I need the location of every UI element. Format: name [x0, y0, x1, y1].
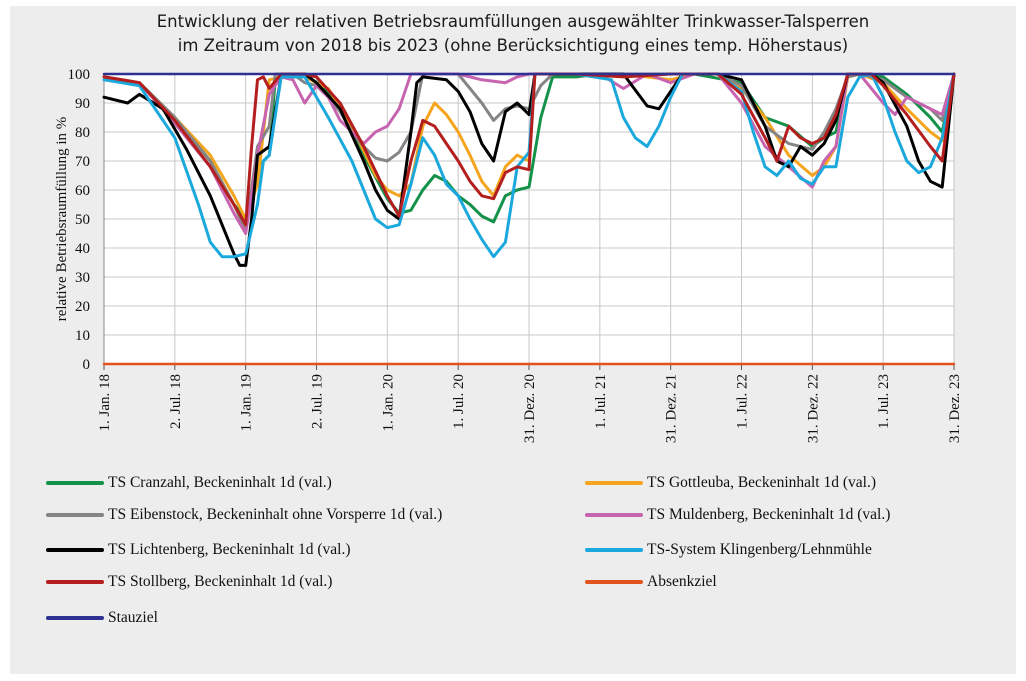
chart-title: Entwicklung der relativen Betriebsraumfü…: [10, 10, 1016, 58]
y-tick-label: 30: [75, 270, 90, 286]
y-tick-label: 90: [75, 96, 90, 112]
x-tick-label: 1. Jan. 20: [380, 374, 396, 432]
legend-item: Absenkziel: [585, 572, 717, 592]
legend-item: TS Eibenstock, Beckeninhalt ohne Vorsper…: [46, 505, 442, 525]
x-tick-label: 31. Dez. 21: [664, 374, 680, 443]
gridlines: [103, 73, 955, 365]
legend-label: TS Eibenstock, Beckeninhalt ohne Vorsper…: [108, 506, 443, 523]
legend-label: TS Stollberg, Beckeninhalt 1d (val.): [108, 573, 333, 590]
x-tick-label: 1. Jan. 18: [97, 374, 113, 432]
x-tick-label: 1. Jan. 19: [239, 374, 255, 432]
y-tick-label: 20: [75, 299, 90, 315]
y-tick-label: 40: [75, 241, 90, 257]
y-axis-label: relative Betriebsraumfüllung in %: [54, 117, 70, 322]
legend-label: Stauziel: [108, 609, 158, 626]
legend-swatch: [46, 481, 104, 485]
legend-swatch: [46, 513, 104, 517]
x-tick-label: 31. Dez. 22: [805, 374, 821, 443]
legend-item: TS Cranzahl, Beckeninhalt 1d (val.): [46, 473, 332, 493]
legend-label: TS Muldenberg, Beckeninhalt 1d (val.): [647, 506, 891, 523]
series-line-3: [102, 72, 956, 235]
y-tick-label: 50: [75, 212, 90, 228]
legend-swatch: [46, 548, 104, 552]
legend-label: TS-System Klingenberg/Lehnmühle: [647, 541, 872, 558]
y-tick-label: 0: [83, 357, 91, 373]
legend-swatch: [585, 481, 643, 485]
y-tick-label: 60: [75, 183, 90, 199]
legend-item: TS Lichtenberg, Beckeninhalt 1d (val.): [46, 540, 350, 560]
legend-label: TS Gottleuba, Beckeninhalt 1d (val.): [647, 474, 876, 491]
series-lines: [102, 72, 956, 366]
y-axis-ticks: 0 10 20 30 40 50 60 70 80 90 100: [68, 67, 91, 373]
legend-label: TS Cranzahl, Beckeninhalt 1d (val.): [108, 474, 332, 491]
y-tick-label: 70: [75, 154, 90, 170]
legend-label: TS Lichtenberg, Beckeninhalt 1d (val.): [108, 541, 351, 558]
x-axis-ticks: 1. Jan. 18 2. Jul. 18 1. Jan. 19 2. Jul. 19…: [97, 364, 963, 443]
x-tick-label: 31. Dez. 20: [522, 374, 538, 443]
legend-swatch: [585, 548, 643, 552]
series-line-6: [102, 72, 956, 227]
legend-item: TS Muldenberg, Beckeninhalt 1d (val.): [585, 505, 890, 525]
chart-title-line-2: im Zeitraum von 2018 bis 2023 (ohne Berü…: [177, 36, 849, 55]
legend-item: TS-System Klingenberg/Lehnmühle: [585, 540, 872, 560]
legend-item: TS Stollberg, Beckeninhalt 1d (val.): [46, 572, 332, 592]
legend-label: Absenkziel: [647, 573, 717, 590]
legend-item: TS Gottleuba, Beckeninhalt 1d (val.): [585, 473, 876, 493]
x-tick-label: 1. Jul. 20: [451, 374, 467, 429]
x-tick-label: 1. Jul. 21: [593, 374, 609, 429]
legend-swatch: [46, 580, 104, 584]
x-tick-label: 31. Dez. 23: [947, 374, 963, 443]
x-tick-label: 1. Jul. 22: [735, 374, 751, 429]
legend-swatch: [46, 616, 104, 620]
legend-item: Stauziel: [46, 608, 158, 628]
y-tick-label: 100: [68, 67, 91, 83]
legend-swatch: [585, 513, 643, 517]
x-tick-label: 2. Jul. 19: [310, 374, 326, 429]
x-tick-label: 1. Jul. 23: [876, 374, 892, 429]
y-tick-label: 10: [75, 328, 90, 344]
y-tick-label: 80: [75, 125, 90, 141]
series-line-2: [102, 72, 956, 233]
series-line-4: [102, 72, 956, 267]
x-tick-label: 2. Jul. 18: [168, 374, 184, 429]
legend-swatch: [585, 580, 643, 584]
chart-title-line-1: Entwicklung der relativen Betriebsraumfü…: [156, 12, 870, 31]
